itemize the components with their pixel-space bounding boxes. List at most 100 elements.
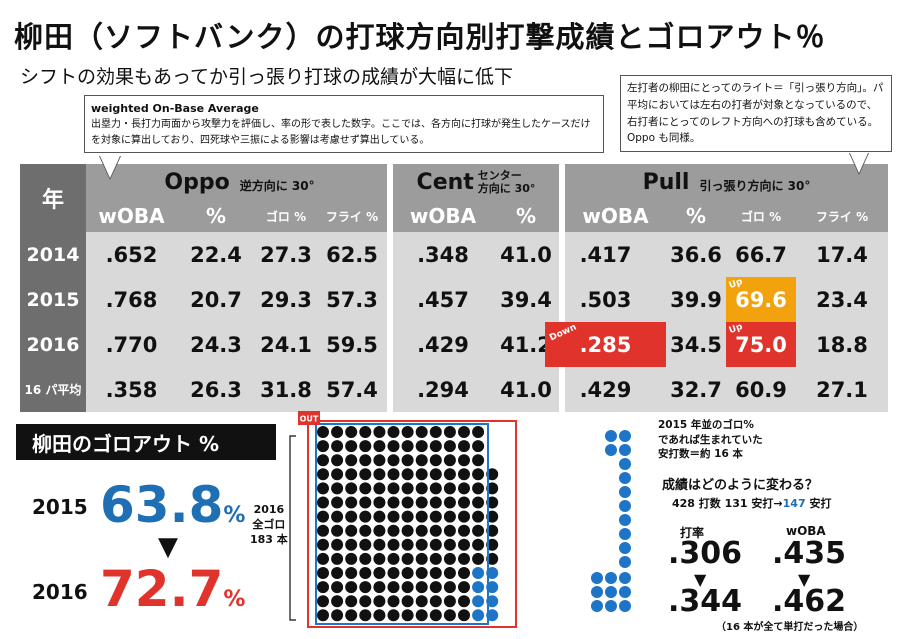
goro-dot	[458, 567, 470, 579]
goro-dot	[458, 595, 470, 608]
pull-value-cell: 23.4	[816, 287, 868, 312]
oppo-value-cell: 20.7	[190, 287, 242, 312]
goro-dot	[429, 440, 442, 453]
goro-dot	[429, 426, 442, 438]
would-be-hit-dot	[619, 430, 631, 442]
cent-col-header: %	[493, 200, 559, 232]
goro-dot	[317, 567, 329, 579]
percent-unit: %	[223, 587, 246, 612]
bracket-line	[289, 435, 296, 621]
avg-from: .306	[668, 536, 743, 571]
oppo-col-header: フライ %	[317, 200, 387, 232]
goro-dot	[359, 426, 372, 438]
goro-dot	[387, 595, 400, 608]
projection-hits-line: 428 打数 131 安打→147 安打	[672, 495, 831, 511]
goro-dot	[415, 496, 428, 509]
goro-dot	[401, 482, 414, 495]
goro-dot	[373, 524, 386, 537]
goro-dot	[359, 538, 372, 551]
would-be-hit-dot	[619, 586, 631, 598]
year-cell: 16 パ平均	[20, 367, 86, 412]
goro-dot	[429, 510, 442, 523]
goro-dot	[331, 567, 344, 579]
goro-dot	[387, 454, 400, 467]
goro-dot	[472, 609, 485, 622]
woba-to: .462	[772, 584, 847, 619]
goro-dot	[317, 552, 329, 565]
goro-dot	[415, 440, 428, 453]
goro-dot	[429, 496, 442, 509]
year-header: 年	[20, 164, 86, 232]
goro-dot	[373, 468, 386, 481]
goro-dot	[415, 524, 428, 537]
page-title: 柳田（ソフトバンク）の打球方向別打撃成績とゴロアウト％	[14, 20, 826, 54]
goro-dot	[415, 482, 428, 495]
goro-dot	[486, 595, 499, 608]
callout-pointer	[850, 153, 868, 173]
goro-dot	[415, 595, 428, 608]
goro-dot	[373, 538, 386, 551]
projection-hits-before: 428 打数 131 安打→	[672, 497, 783, 510]
goro-dot	[429, 468, 442, 481]
goro-dot	[443, 440, 456, 453]
goro-dot	[486, 581, 499, 594]
oppo-value-cell: .358	[105, 377, 158, 402]
goro-dot	[331, 510, 344, 523]
would-be-hit-dot	[619, 500, 631, 512]
goro-dot	[359, 468, 372, 481]
goro-dot	[415, 510, 428, 523]
pull-value-cell: .429	[579, 377, 632, 402]
pull-value-cell: 17.4	[816, 242, 868, 267]
oppo-value-cell: 59.5	[326, 332, 378, 357]
goro-dot	[443, 496, 456, 509]
cent-col-header: wOBA	[393, 200, 493, 232]
dot-chart-side-label: 2016 全ゴロ 183 本	[250, 503, 288, 548]
goro-dot	[472, 440, 485, 453]
goro-dot	[359, 595, 372, 608]
goro-dot	[373, 609, 386, 622]
goro-dot	[345, 426, 358, 438]
goro-dot	[415, 454, 428, 467]
would-be-hit-dot	[619, 486, 631, 498]
cent-value-cell: 41.0	[500, 377, 552, 402]
would-be-hit-dot	[619, 556, 631, 568]
goro-dot	[472, 581, 485, 594]
oppo-value-cell: 22.4	[190, 242, 242, 267]
cent-value-cell: 41.2	[500, 332, 552, 357]
goro-dot	[359, 552, 372, 565]
goro-dot	[359, 567, 372, 579]
cent-value-cell: 41.0	[500, 242, 552, 267]
goro-dot	[458, 538, 470, 551]
goro-dot	[345, 538, 358, 551]
goro-dot	[458, 440, 470, 453]
goro-dot	[472, 567, 485, 579]
goro-dot	[401, 609, 414, 622]
year-cell: 2014	[20, 232, 86, 277]
goro-dot	[359, 496, 372, 509]
goro-dot	[401, 552, 414, 565]
goro-dot	[317, 482, 329, 495]
goro-dot	[387, 567, 400, 579]
goro-dot	[317, 538, 329, 551]
pull-value-cell: 18.8	[816, 332, 868, 357]
goro-dot	[387, 482, 400, 495]
goro-dot	[443, 524, 456, 537]
goro-out-title: 柳田のゴロアウト %	[16, 424, 276, 460]
down-arrow-icon: ▼	[694, 570, 707, 589]
goro-dot	[359, 440, 372, 453]
oppo-value-cell: 57.4	[326, 377, 378, 402]
woba-callout-heading: weighted On-Base Average	[91, 102, 259, 115]
goro-dot	[387, 468, 400, 481]
goro-2016-number: 72.7	[100, 560, 224, 618]
goro-dot	[345, 595, 358, 608]
goro-dot	[429, 609, 442, 622]
oppo-name: Oppo	[164, 169, 230, 195]
oppo-value-cell: 27.3	[260, 242, 312, 267]
would-be-hits-note-line: であれば生まれていた	[658, 433, 763, 446]
goro-dot	[429, 595, 442, 608]
goro-dot	[387, 581, 400, 594]
goro-dot	[373, 567, 386, 579]
goro-dot	[373, 482, 386, 495]
goro-dot	[317, 454, 329, 467]
goro-dot	[345, 454, 358, 467]
